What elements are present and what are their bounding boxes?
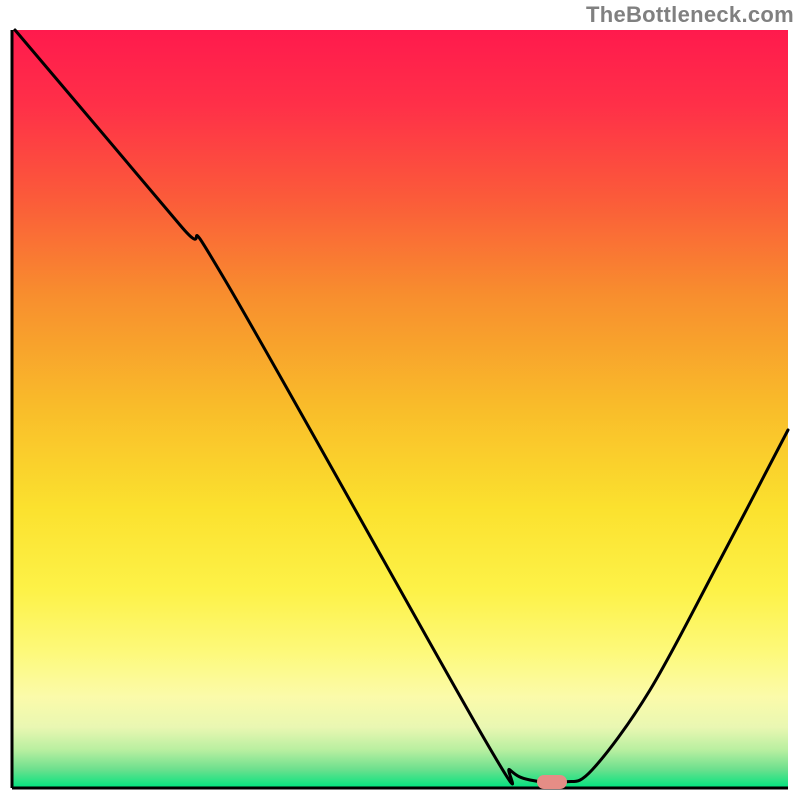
bottleneck-chart: [0, 0, 800, 800]
optimum-marker: [537, 775, 567, 789]
chart-background: [12, 30, 788, 788]
watermark-text: TheBottleneck.com: [586, 2, 794, 28]
